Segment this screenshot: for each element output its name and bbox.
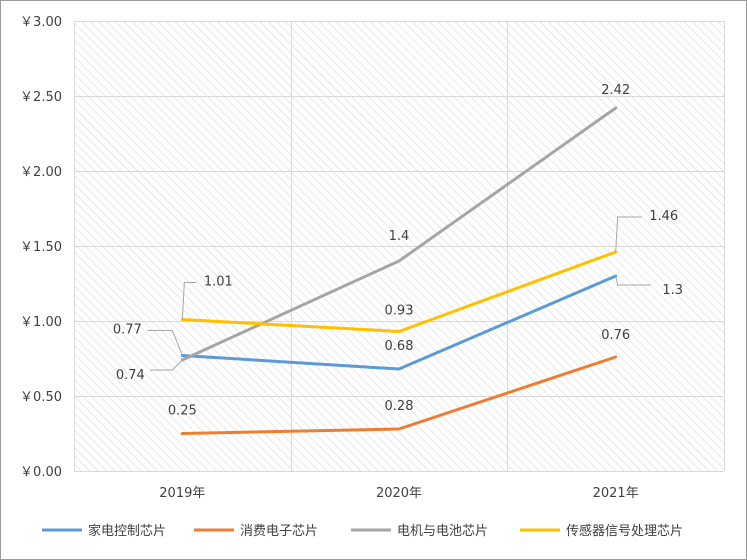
y-tick-label: ￥3.00 <box>20 15 62 30</box>
data-label: 1.01 <box>204 275 233 290</box>
data-label: 1.4 <box>389 229 410 244</box>
leader-line <box>150 359 183 371</box>
data-label: 0.76 <box>601 328 630 343</box>
legend-label: 传感器信号处理芯片 <box>566 523 683 539</box>
data-label: 0.68 <box>385 339 414 354</box>
series-line <box>180 355 618 435</box>
data-label: 0.28 <box>385 399 414 414</box>
y-tick-label: ￥0.00 <box>20 465 62 480</box>
y-axis-tick-labels: ￥0.00 ￥0.50 ￥1.00 ￥1.50 ￥2.00 ￥2.50 ￥3.00 <box>20 15 62 480</box>
series-line <box>180 274 618 371</box>
data-label: 1.46 <box>649 209 678 224</box>
legend-label: 家电控制芯片 <box>88 523 166 539</box>
leader-line <box>615 275 651 286</box>
series-line <box>180 250 618 333</box>
y-tick-label: ￥2.00 <box>20 165 62 180</box>
data-labels: 0.77 0.68 1.3 0.25 0.28 0.76 0.74 1.4 2.42 1.01 0.… <box>113 83 683 419</box>
x-axis-tick-labels: 2019年 2020年 2021年 <box>159 486 638 501</box>
series-lines <box>180 106 618 435</box>
legend-label: 消费电子芯片 <box>240 524 318 539</box>
y-tick-label: ￥1.50 <box>20 240 62 255</box>
data-label: 0.77 <box>113 323 142 338</box>
label-leader-lines <box>147 216 651 371</box>
x-tick-label: 2021年 <box>593 486 639 501</box>
y-tick-label: ￥2.50 <box>20 90 62 105</box>
data-label: 0.93 <box>385 304 414 319</box>
leader-line <box>147 330 183 356</box>
legend: 家电控制芯片 消费电子芯片 电机与电池芯片 传感器信号处理芯片 <box>42 523 683 539</box>
legend-label: 电机与电池芯片 <box>397 524 488 539</box>
x-tick-label: 2020年 <box>376 486 422 501</box>
leader-line <box>615 216 642 253</box>
y-tick-label: ￥1.00 <box>20 315 62 330</box>
x-tick-label: 2019年 <box>159 486 205 501</box>
y-tick-label: ￥0.50 <box>20 390 62 405</box>
data-label: 0.74 <box>116 368 145 383</box>
data-label: 2.42 <box>601 83 630 98</box>
series-line <box>180 106 618 362</box>
leader-line <box>181 282 197 320</box>
data-label: 1.3 <box>662 283 683 298</box>
data-label: 0.25 <box>168 404 197 419</box>
